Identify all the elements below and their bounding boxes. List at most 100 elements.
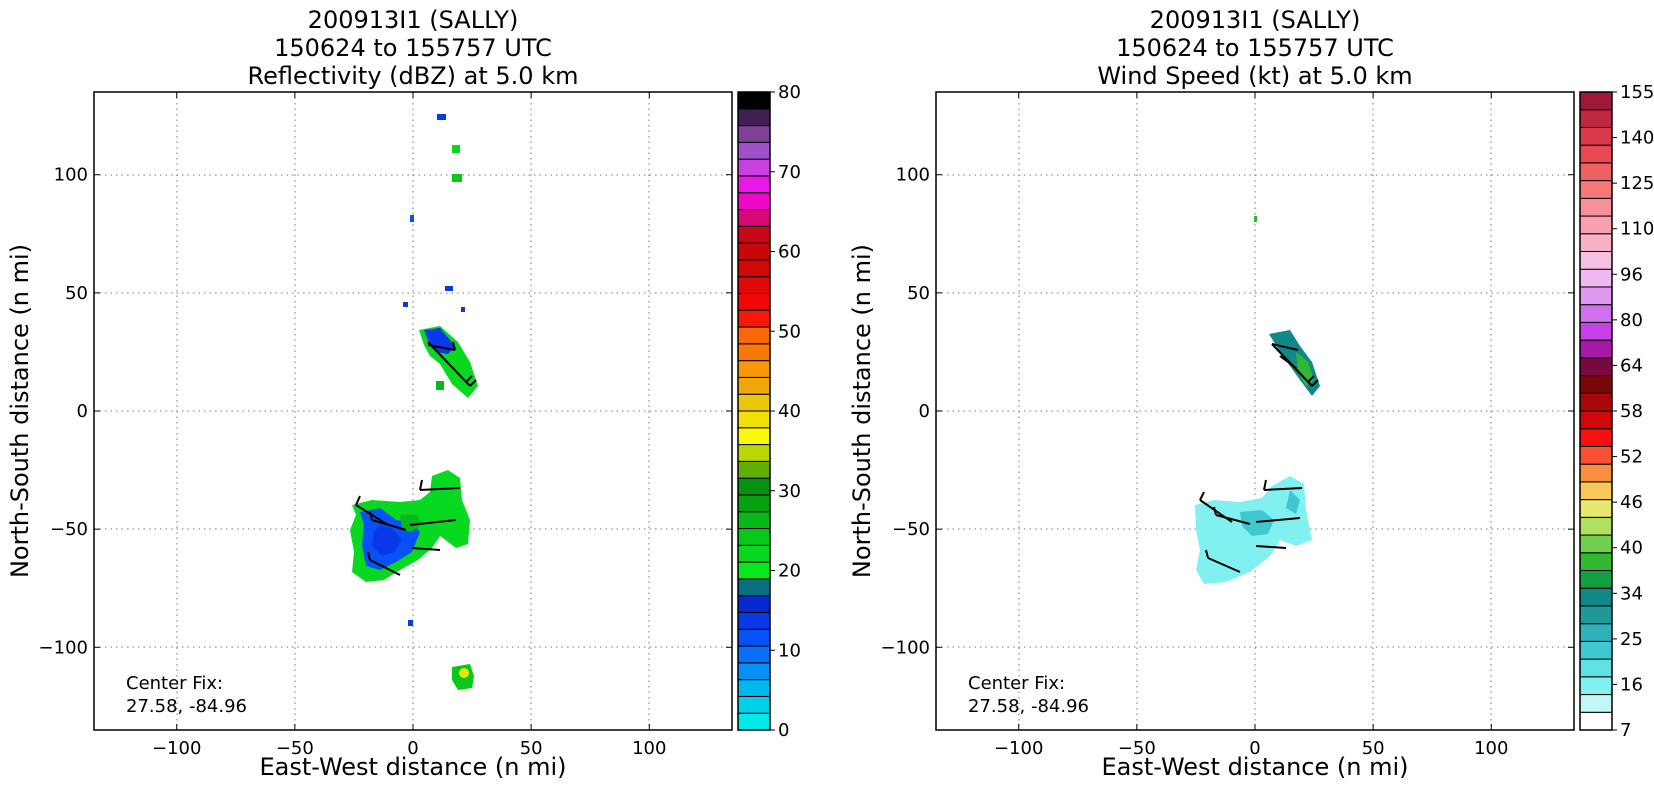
colorbar-swatch (1579, 215, 1613, 235)
colorbar-tick-label: 110 (1620, 219, 1654, 240)
colorbar-swatch (737, 91, 771, 110)
y-tick-label: −50 (892, 519, 930, 540)
colorbar-tick-label: 96 (1620, 264, 1643, 285)
panel-wind-speed: 200913I1 (SALLY) 150624 to 155757 UTC Wi… (848, 6, 1654, 781)
x-tick-label: 0 (407, 738, 418, 759)
colorbar-tick-label: 7 (1620, 720, 1631, 741)
panel-title-line-1: 200913I1 (SALLY) (1150, 6, 1361, 34)
panel-title-line-2: 150624 to 155757 UTC (1116, 34, 1394, 62)
colorbar-swatch (737, 393, 771, 412)
colorbar-tick-label: 155 (1620, 82, 1654, 103)
colorbar-swatch (1579, 658, 1613, 678)
colorbar-swatch (737, 343, 771, 362)
x-axis-label: East-West distance (n mi) (1101, 753, 1408, 781)
colorbar-tick-label: 16 (1620, 674, 1643, 695)
colorbar-swatch (737, 427, 771, 446)
colorbar-swatch (1579, 570, 1613, 589)
colorbar-swatch (737, 712, 771, 731)
colorbar-swatch (1579, 463, 1613, 483)
colorbar-tick-label: 30 (778, 481, 801, 502)
colorbar-tick-label: 64 (1620, 355, 1643, 376)
colorbar-swatch (737, 695, 771, 714)
y-tick-label: −100 (881, 637, 930, 658)
colorbar-swatch (737, 611, 771, 630)
x-tick-label: 100 (632, 738, 666, 759)
axes-reflectivity: −100 −50 0 50 100 −100 −50 0 50 100 (39, 92, 732, 759)
colorbar-swatch (1579, 481, 1613, 501)
colorbar-tick-label: 20 (778, 561, 801, 582)
colorbar-tick-label: 25 (1620, 629, 1643, 650)
colorbar-swatch (737, 528, 771, 546)
colorbar-swatch (1579, 587, 1613, 607)
colorbar-swatch (1579, 304, 1613, 323)
wind-barbs (355, 341, 477, 576)
y-tick-label: 100 (54, 165, 88, 186)
colorbar-swatch (1579, 711, 1613, 731)
colorbar-swatch (1579, 445, 1613, 465)
colorbar-swatch (737, 595, 771, 613)
center-fix-label: Center Fix: (968, 673, 1065, 694)
colorbar-swatch (737, 376, 771, 395)
colorbar-swatch (737, 410, 771, 429)
y-tick-label: 0 (919, 401, 930, 422)
colorbar-reflectivity: 0 10 20 30 40 50 60 70 80 (737, 82, 801, 741)
colorbar-wind-speed: 7 16 25 34 40 46 52 58 64 80 96 110 125 140 155 (1579, 82, 1654, 741)
x-tick-label: 0 (1249, 738, 1260, 759)
x-axis-label: East-West distance (n mi) (259, 753, 566, 781)
colorbar-swatch (1579, 410, 1613, 430)
y-axis-label: North-South distance (n mi) (848, 244, 876, 578)
colorbar-swatch (1579, 640, 1613, 660)
colorbar-tick-label: 80 (1620, 310, 1643, 331)
colorbar-tick-label: 46 (1620, 492, 1643, 513)
colorbar-swatch (737, 511, 771, 530)
colorbar-swatch (1579, 91, 1613, 111)
colorbar-swatch (737, 326, 771, 345)
y-tick-label: 50 (65, 283, 88, 304)
colorbar-swatch (1579, 676, 1613, 696)
colorbar-tick-label: 58 (1620, 401, 1643, 422)
colorbar-swatch (737, 544, 771, 563)
colorbar-tick-label: 40 (1620, 538, 1643, 559)
x-tick-label: −50 (1118, 738, 1156, 759)
colorbar-swatch (1579, 694, 1613, 713)
center-fix-value: 27.58, -84.96 (968, 696, 1089, 717)
colorbar-tick-label: 60 (778, 242, 801, 263)
colorbar-swatch (737, 141, 771, 160)
colorbar-swatch (737, 360, 771, 378)
x-tick-label: 50 (1362, 738, 1385, 759)
colorbar-tick-label: 70 (778, 162, 801, 183)
colorbar-tick-label: 125 (1620, 173, 1654, 194)
colorbar-swatch (737, 108, 771, 127)
colorbar-swatch (737, 662, 771, 681)
y-axis-label: North-South distance (n mi) (6, 244, 34, 578)
colorbar-swatch (737, 645, 771, 664)
colorbar-tick-label: 80 (778, 82, 801, 103)
colorbar-swatch (737, 209, 771, 227)
panel-title-line-1: 200913I1 (SALLY) (308, 6, 519, 34)
colorbar-swatch (737, 494, 771, 513)
center-fix-value: 27.58, -84.96 (126, 696, 247, 717)
y-tick-label: 0 (77, 401, 88, 422)
colorbar-swatch (737, 175, 771, 194)
colorbar-swatch (1579, 268, 1613, 288)
axes-wind-speed: −100 −50 0 50 100 −100 −50 0 50 100 (881, 92, 1574, 759)
colorbar-swatch (1579, 162, 1613, 182)
colorbar-swatch (1579, 552, 1613, 571)
colorbar-swatch (1579, 197, 1613, 217)
panel-title-line-3: Wind Speed (kt) at 5.0 km (1097, 62, 1412, 90)
plot-area-wind-speed: Center Fix: 27.58, -84.96 (935, 91, 1575, 731)
colorbar-swatch (1579, 428, 1613, 447)
center-fix-label: Center Fix: (126, 673, 223, 694)
colorbar-tick-label: 34 (1620, 583, 1643, 604)
y-tick-label: −100 (39, 637, 88, 658)
y-tick-label: −50 (50, 519, 88, 540)
colorbar-swatch (737, 259, 771, 278)
colorbar-tick-label: 52 (1620, 447, 1643, 468)
colorbar-tick-label: 50 (778, 321, 801, 342)
colorbar-swatch (737, 460, 771, 479)
y-tick-label: 100 (896, 165, 930, 186)
colorbar-swatch (1579, 357, 1613, 377)
colorbar-swatch (737, 276, 771, 294)
x-tick-label: −100 (994, 738, 1043, 759)
x-tick-label: −100 (152, 738, 201, 759)
